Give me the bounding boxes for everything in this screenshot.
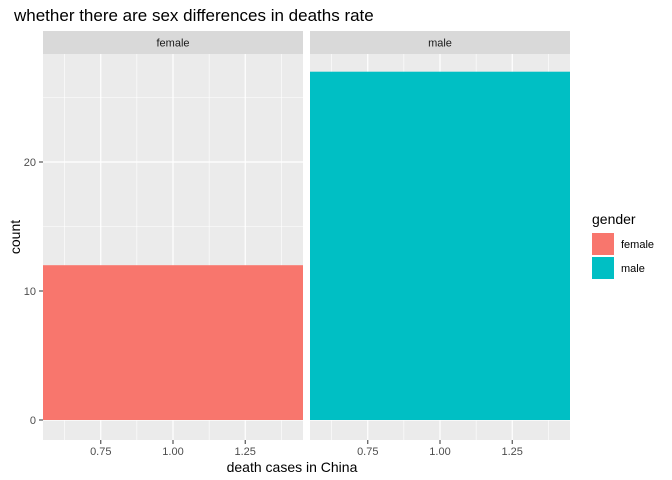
chart-title: whether there are sex differences in dea… xyxy=(13,6,374,25)
y-tick-label: 0 xyxy=(30,415,36,427)
bar-male xyxy=(310,71,570,420)
y-tick-label: 10 xyxy=(24,286,36,298)
y-axis: 0 10 20 xyxy=(24,157,43,427)
facet-panels: female male xyxy=(43,31,570,440)
bar-female xyxy=(43,265,303,420)
x-tick-label: 1.25 xyxy=(235,446,256,458)
legend-label-male: male xyxy=(621,263,645,275)
legend-key-female xyxy=(592,233,614,255)
x-axes: 0.75 1.00 1.25 0.75 1.00 1.25 xyxy=(90,440,523,458)
y-tick-label: 20 xyxy=(24,157,36,169)
legend: gender female male xyxy=(592,211,654,279)
x-tick-label: 1.00 xyxy=(162,446,183,458)
facet-strip-male xyxy=(310,31,570,54)
x-tick-label: 1.25 xyxy=(502,446,523,458)
x-tick-label: 1.00 xyxy=(429,446,450,458)
legend-title: gender xyxy=(592,211,636,227)
x-tick-label: 0.75 xyxy=(90,446,111,458)
facet-strip-female xyxy=(43,31,303,54)
facet-strip-label-female: female xyxy=(156,38,189,50)
x-axis-title: death cases in China xyxy=(227,459,358,475)
y-axis-title: count xyxy=(7,220,23,254)
facet-strip-label-male: male xyxy=(428,38,452,50)
legend-label-female: female xyxy=(621,239,654,251)
legend-key-male xyxy=(592,257,614,279)
x-tick-label: 0.75 xyxy=(357,446,378,458)
